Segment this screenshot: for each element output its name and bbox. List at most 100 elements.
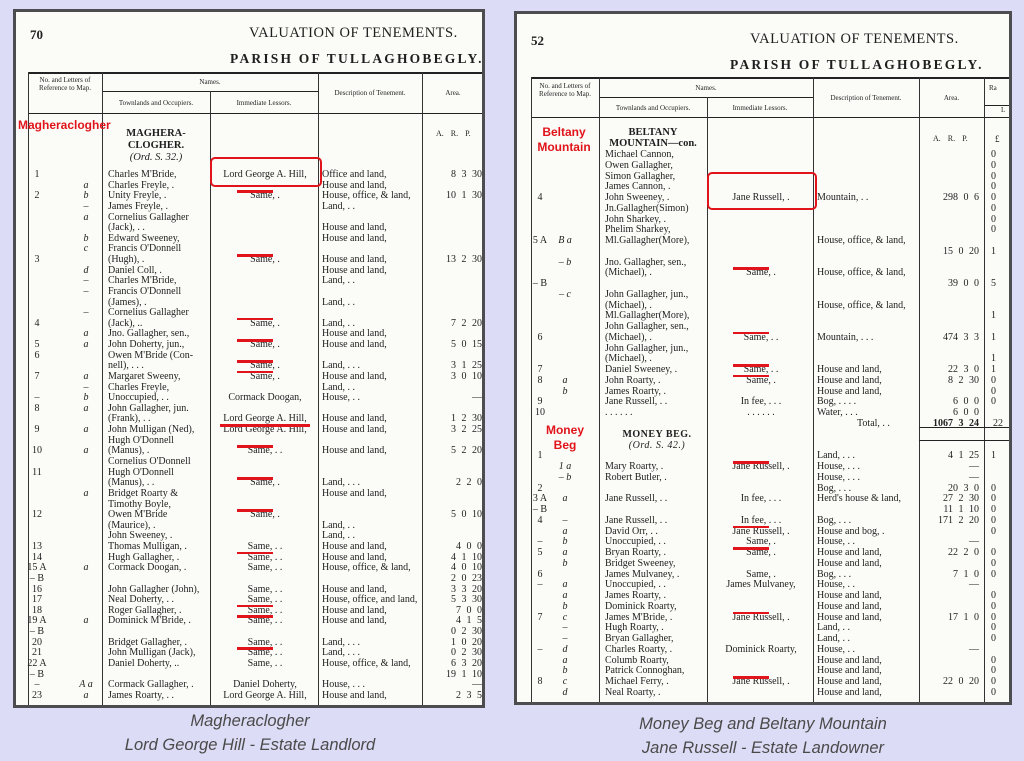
area: 6 0 0 — [953, 396, 979, 408]
occupier: Robert Butler, . — [605, 471, 667, 483]
red-underline — [237, 604, 273, 608]
occupier: Bridget Roarty & — [108, 487, 178, 499]
description: House and bog, . — [817, 525, 885, 537]
rates-units: £ — [995, 134, 1000, 144]
lessor: Lord George A. Hill, — [223, 689, 307, 701]
red-underline — [237, 254, 273, 257]
occupier: Bridget Gallagher, . — [108, 636, 188, 648]
description: House and land, — [322, 551, 387, 563]
occupier: Simon Gallagher, — [605, 170, 676, 182]
table-row: 11 Hugh O'Donnell — [16, 467, 482, 478]
description: House and land, — [817, 611, 882, 623]
description: Land, . . . — [322, 477, 361, 489]
description: Land, . . . — [322, 360, 361, 372]
header-rates: Ra — [989, 84, 997, 92]
occupier: (Jack), .. — [108, 317, 143, 329]
ref-number: 5 — [34, 339, 40, 351]
occupier: (Maurice), . — [108, 519, 156, 531]
ref-number: 17 — [32, 594, 42, 606]
occupier: Owen M'Bride (Con- — [108, 349, 194, 361]
townland-heading: (Ord. S. 42.) — [628, 439, 686, 451]
description: House and land, — [322, 445, 387, 457]
column-rule — [813, 77, 814, 702]
ref-letter: a — [83, 339, 89, 351]
table-row: Total, . . 1067 3 24 22 — [517, 418, 1009, 429]
lessor: Same, . . — [743, 331, 779, 343]
description: House and land, — [322, 254, 387, 266]
table-row: 10 . . . . . . . . . . . . Water, . . . 6 0 … — [517, 407, 1009, 418]
occupier: nell), . . . — [108, 360, 144, 372]
occupier: Jane Russell, . . — [605, 514, 668, 526]
description: Land, . . . — [322, 636, 361, 648]
ref-number: 21 — [32, 647, 42, 659]
area: — — [969, 536, 979, 548]
ref-number: – — [34, 679, 40, 691]
table-row: MONEY BEG. — [517, 429, 1009, 440]
occupier: Ml.Gallagher(More), — [605, 235, 690, 247]
ref-number: 16 — [32, 583, 42, 595]
rates: 0 — [991, 633, 996, 645]
area: 7 2 20 — [451, 317, 482, 329]
ref-number: 23 — [32, 689, 42, 701]
rates: 0 — [991, 590, 996, 602]
ref-number: – — [537, 579, 543, 591]
table-row: – b Robert Butler, . House, . . . — — [517, 472, 1009, 483]
ref-number: – B — [29, 572, 45, 584]
caption-line: Jane Russell - Estate Landowner — [641, 739, 885, 757]
table-row: Michael Cannon, 0 — [517, 149, 1009, 160]
red-underline — [237, 647, 273, 650]
red-underline — [733, 267, 769, 270]
area: 6 3 20 — [451, 657, 482, 669]
red-underline — [220, 424, 310, 427]
description: Land, . . — [322, 296, 356, 308]
description: House, office, & land, — [817, 235, 906, 247]
occupier: Unoccupied, . . — [605, 536, 666, 548]
ref-number: 2 — [537, 482, 543, 494]
description: House, . . . — [817, 461, 861, 473]
description: Mountain, . . — [817, 192, 869, 204]
table-row: – a Unoccupied, . . James Mulvaney, House, .… — [517, 579, 1009, 590]
valuation-page-70: 70 VALUATION OF TENEMENTS. PARISH OF TUL… — [13, 9, 485, 708]
area: 19 1 10 — [446, 668, 482, 680]
ref-number: 4 — [537, 514, 543, 526]
rates: 0 — [991, 600, 996, 612]
occupier: Michael Cannon, — [605, 149, 674, 160]
ref-number: 22 A — [27, 657, 47, 669]
table-row: 21 John Mulligan (Jack), Same, . . Land, . … — [16, 647, 482, 658]
lessor: Same, . — [250, 370, 280, 382]
column-rule — [422, 72, 423, 705]
area: — — [969, 471, 979, 483]
ref-number: 20 — [32, 636, 42, 648]
area: 2 0 23 — [451, 572, 482, 584]
description: House and land, — [817, 374, 882, 386]
area: 4 0 0 — [456, 541, 482, 553]
column-rule — [210, 91, 211, 705]
table-row: 12 Owen M'Bride Same, . 5 0 10 — [16, 509, 482, 520]
occupier: Cornelius Gallagher — [108, 211, 189, 223]
area: 22 3 0 — [948, 364, 979, 376]
ref-number: 14 — [32, 551, 42, 563]
lessor: Same, . . — [247, 541, 283, 553]
rates: 0 — [991, 504, 996, 516]
ref-number: 4 — [34, 317, 40, 329]
description: Bog, . . . . — [817, 396, 857, 408]
townland-ordnance-sheet: (Ord. S. 32.) — [129, 152, 183, 163]
ref-number: – — [34, 392, 40, 404]
occupier: Unoccupied, . . — [108, 392, 169, 404]
area: 4 1 25 — [948, 450, 979, 462]
table-row: – Charles Freyle, Land, . . — [16, 382, 482, 393]
rates: 0 — [991, 482, 996, 494]
area: 474 3 3 — [943, 331, 979, 343]
area: 27 2 30 — [943, 493, 979, 505]
table-row: 7 Daniel Sweeney, . Same, . . House and lan… — [517, 364, 1009, 375]
table-row: James Cannon, . 0 — [517, 181, 1009, 192]
rates: 0 — [991, 202, 996, 214]
lessor: Jane Russell, . — [732, 676, 790, 688]
description: Land, . . — [817, 633, 851, 645]
area: 3 1 25 — [451, 360, 482, 372]
area: 17 1 0 — [948, 611, 979, 623]
lessor: Same, . — [746, 267, 776, 279]
table-row: a Charles Freyle, . House and land, — [16, 180, 482, 191]
rates: 0 — [991, 622, 996, 634]
table-row: 9 a John Mulligan (Ned), Lord George A. Hil… — [16, 424, 482, 435]
